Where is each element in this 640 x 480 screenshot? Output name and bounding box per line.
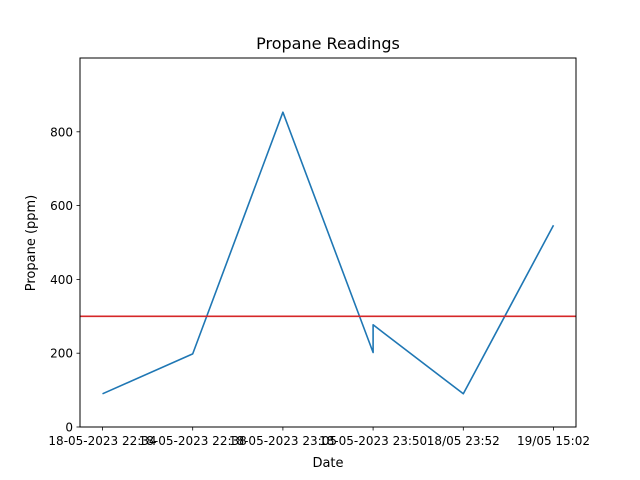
- y-tick-label: 800: [50, 125, 73, 139]
- x-tick-label: 18/05 23:52: [427, 434, 500, 448]
- x-axis-label: Date: [312, 456, 343, 471]
- x-tick-label: 18-05-2023 22:38: [139, 434, 247, 448]
- chart-title: Propane Readings: [256, 34, 400, 53]
- y-tick-label: 600: [50, 199, 73, 213]
- series-line: [102, 111, 555, 395]
- x-tick-label: 18-05-2023 23:50: [319, 434, 427, 448]
- y-tick-label: 200: [50, 347, 73, 361]
- y-tick-label: 400: [50, 273, 73, 287]
- x-tick-label: 18-05-2023 23:05: [229, 434, 337, 448]
- y-tick-label: 0: [65, 421, 73, 435]
- x-tick-label: 18-05-2023 22:34: [48, 434, 156, 448]
- x-tick-label: 19/05 15:02: [517, 434, 590, 448]
- plot-frame: [79, 57, 577, 428]
- y-axis-label: Propane (ppm): [24, 195, 39, 292]
